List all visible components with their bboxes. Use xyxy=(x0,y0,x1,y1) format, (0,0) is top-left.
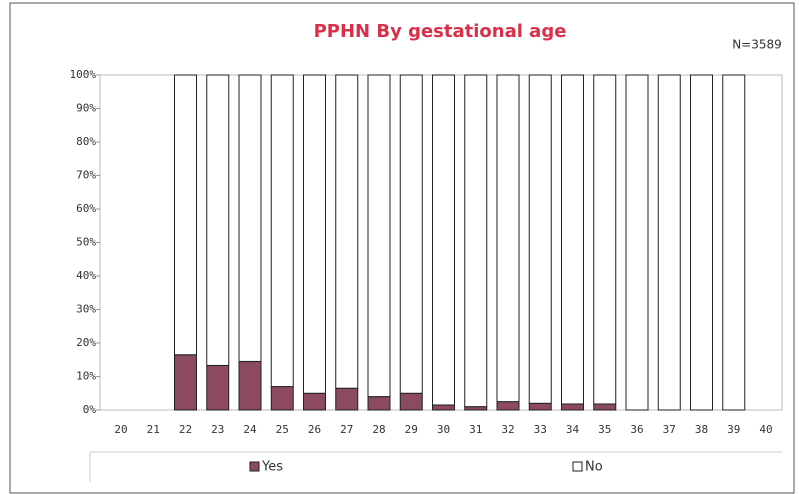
bar-segment xyxy=(399,74,423,394)
x-tick-label: 21 xyxy=(147,423,160,436)
bar-segment xyxy=(206,364,230,411)
bar-segment xyxy=(303,392,326,411)
bar-segment xyxy=(432,74,455,406)
x-tick-label: 39 xyxy=(727,423,740,436)
bar-segment xyxy=(238,74,262,362)
x-tick-label: 38 xyxy=(695,423,708,436)
bar-segment xyxy=(496,74,520,403)
bar-segment xyxy=(464,406,488,411)
x-tick-label: 28 xyxy=(372,423,385,436)
x-tick-label: 26 xyxy=(308,423,321,436)
y-tick-label: 80% xyxy=(76,135,96,148)
bar-segment xyxy=(593,403,617,411)
y-tick-label: 30% xyxy=(76,303,96,316)
legend-swatch xyxy=(249,461,260,472)
bar-segment xyxy=(722,74,746,411)
y-tick-label: 100% xyxy=(70,68,97,81)
bar-segment xyxy=(561,403,584,411)
x-tick-label: 37 xyxy=(663,423,676,436)
y-tick-label: 20% xyxy=(76,336,96,349)
legend-label: No xyxy=(585,460,603,475)
bar-segment xyxy=(367,396,391,411)
bar-segment xyxy=(206,74,230,366)
x-tick-label: 25 xyxy=(276,423,289,436)
bar-segment xyxy=(238,360,262,411)
x-tick-label: 20 xyxy=(114,423,127,436)
x-tick-label: 32 xyxy=(501,423,514,436)
bar-segment xyxy=(174,74,197,356)
bar-segment xyxy=(367,74,391,398)
bar-segment xyxy=(690,74,713,411)
y-tick-label: 10% xyxy=(76,370,96,383)
legend-swatch xyxy=(572,461,583,472)
x-tick-label: 23 xyxy=(211,423,224,436)
x-tick-label: 40 xyxy=(759,423,772,436)
frame xyxy=(9,2,795,494)
bar-segment xyxy=(528,402,552,411)
chart-title: PPHN By gestational age xyxy=(314,21,567,42)
y-tick-label: 70% xyxy=(76,169,96,182)
legend-label: Yes xyxy=(261,460,283,475)
bar-segment xyxy=(335,74,359,389)
bar-segment xyxy=(335,387,359,411)
bar-segment xyxy=(399,392,423,411)
x-tick-label: 35 xyxy=(598,423,611,436)
bar-segment xyxy=(174,354,197,411)
bar-segment xyxy=(496,401,520,411)
x-tick-label: 27 xyxy=(340,423,353,436)
x-tick-label: 29 xyxy=(405,423,418,436)
x-tick-label: 31 xyxy=(469,423,482,436)
bar-segment xyxy=(303,74,326,394)
x-tick-label: 33 xyxy=(534,423,547,436)
bar-segment xyxy=(657,74,681,411)
bar-segment xyxy=(270,74,294,388)
x-tick-label: 22 xyxy=(179,423,192,436)
x-tick-label: 36 xyxy=(630,423,643,436)
y-tick-label: 40% xyxy=(76,269,96,282)
bar-segment xyxy=(625,74,649,411)
bar-segment xyxy=(270,386,294,411)
y-tick-label: 90% xyxy=(76,102,96,115)
bar-segment xyxy=(528,74,552,404)
bar-segment xyxy=(593,74,617,405)
y-tick-label: 0% xyxy=(83,403,97,416)
annotation: N=3589 xyxy=(732,38,782,52)
x-tick-label: 30 xyxy=(437,423,450,436)
bar-segment xyxy=(432,404,455,411)
bar-segment xyxy=(464,74,488,408)
x-tick-label: 34 xyxy=(566,423,580,436)
x-tick-label: 24 xyxy=(243,423,257,436)
bar-segment xyxy=(561,74,584,405)
y-tick-label: 60% xyxy=(76,202,96,215)
y-tick-label: 50% xyxy=(76,236,96,249)
